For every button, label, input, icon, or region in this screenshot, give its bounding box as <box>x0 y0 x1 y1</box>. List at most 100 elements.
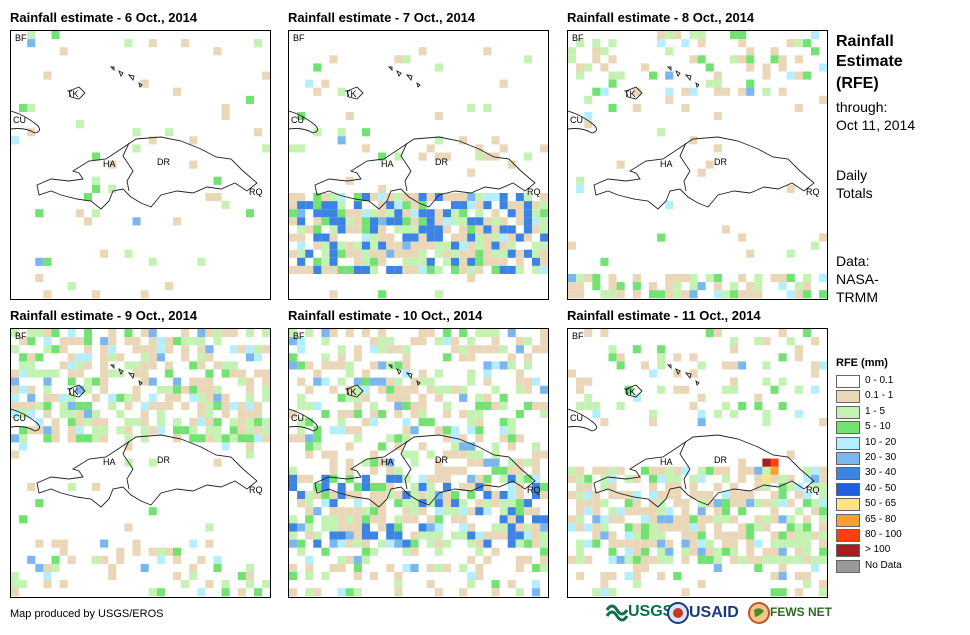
rainfall-cell <box>794 482 803 491</box>
rainfall-cell <box>697 499 706 508</box>
rainfall-cell <box>730 31 739 40</box>
rainfall-cell <box>697 418 706 427</box>
rainfall-cell <box>475 152 484 161</box>
rainfall-cell <box>75 418 84 427</box>
rainfall-cell <box>819 555 827 564</box>
rainfall-cell <box>297 225 306 234</box>
rainfall-cell <box>657 353 666 362</box>
rainfall-cell <box>697 547 706 556</box>
bahamas-outline <box>666 66 700 88</box>
rainfall-cell <box>483 217 492 226</box>
rainfall-cell <box>418 531 427 540</box>
rainfall-cell <box>507 458 516 467</box>
rainfall-cell <box>657 361 666 370</box>
rainfall-cell <box>584 329 593 338</box>
map-label-bf: BF <box>293 331 305 341</box>
rainfall-cell <box>289 265 298 274</box>
rainfall-cell <box>507 249 516 258</box>
panel-title-oct9: Rainfall estimate - 9 Oct., 2014 <box>10 308 198 323</box>
rainfall-cell <box>59 539 68 548</box>
rainfall-cell <box>689 482 698 491</box>
legend-label: 10 - 20 <box>865 436 897 448</box>
rainfall-cell <box>337 482 346 491</box>
rainfall-cell <box>353 217 362 226</box>
map-panel-oct6: BF TK CU HA DR RQ <box>10 30 271 300</box>
rainfall-cell <box>491 233 500 242</box>
rainfall-cell <box>819 290 827 299</box>
rainfall-cell <box>100 434 109 443</box>
rainfall-cell <box>540 144 548 153</box>
rainfall-cell <box>616 71 625 80</box>
rainfall-cell <box>426 144 435 153</box>
rainfall-cell <box>499 257 508 266</box>
rainfall-cell <box>140 329 149 338</box>
rainfall-cell <box>329 539 338 548</box>
rainfall-cell <box>689 474 698 483</box>
rainfall-cell <box>600 87 609 96</box>
rainfall-cell <box>762 410 771 419</box>
rainfall-cell <box>442 241 451 250</box>
rainfall-cell <box>657 128 666 137</box>
rainfall-cell <box>313 434 322 443</box>
rainfall-cell <box>67 418 76 427</box>
rainfall-cell <box>164 337 173 346</box>
rainfall-cell <box>576 385 585 394</box>
rainfall-cell <box>221 201 230 210</box>
rainfall-cell <box>197 410 206 419</box>
rainfall-cell <box>713 112 722 121</box>
rainfall-cell <box>434 241 443 250</box>
rainfall-cell <box>600 499 609 508</box>
rainfall-cell <box>811 241 820 250</box>
rainfall-cell <box>313 225 322 234</box>
rainfall-cell <box>467 531 476 540</box>
rainfall-cell <box>11 580 20 589</box>
rainfall-cell <box>467 555 476 564</box>
rainfall-cell <box>713 274 722 283</box>
rainfall-cell <box>329 531 338 540</box>
rainfall-cell <box>649 410 658 419</box>
map-label-ha: HA <box>103 457 116 467</box>
rainfall-cell <box>665 482 674 491</box>
cuba-outline <box>568 110 597 134</box>
rainfall-cell <box>213 385 222 394</box>
rainfall-cell <box>418 193 427 202</box>
rainfall-cell <box>434 233 443 242</box>
rainfall-cell <box>173 377 182 386</box>
rainfall-cell <box>600 523 609 532</box>
rainfall-cell <box>632 555 641 564</box>
turks-caicos-outline <box>68 86 86 100</box>
rainfall-cell <box>540 531 548 540</box>
rainfall-cell <box>321 201 330 210</box>
rainfall-cell <box>229 329 238 338</box>
rainfall-cell <box>592 466 601 475</box>
rainfall-cell <box>434 458 443 467</box>
rainfall-cell <box>418 401 427 410</box>
rainfall-cell <box>632 87 641 96</box>
rainfall-cell <box>11 329 20 338</box>
rainfall-cell <box>297 201 306 210</box>
rainfall-cell <box>173 87 182 96</box>
rainfall-cell <box>475 547 484 556</box>
rainfall-cell <box>762 361 771 370</box>
rainfall-cell <box>721 547 730 556</box>
rainfall-cell <box>394 55 403 64</box>
rainfall-cell <box>394 434 403 443</box>
rainfall-cell <box>418 47 427 56</box>
rainfall-cell <box>649 491 658 500</box>
rainfall-cell <box>394 588 403 597</box>
rainfall-cell <box>451 491 460 500</box>
rainfall-cell <box>576 491 585 500</box>
rainfall-cell <box>467 491 476 500</box>
rainfall-cell <box>600 588 609 597</box>
rainfall-cell <box>730 555 739 564</box>
rainfall-cell <box>345 329 354 338</box>
rainfall-cell <box>337 353 346 362</box>
rainfall-cell <box>329 257 338 266</box>
rainfall-cell <box>697 580 706 589</box>
rainfall-cell <box>353 393 362 402</box>
rainfall-cell <box>386 385 395 394</box>
rainfall-cell <box>434 290 443 299</box>
rainfall-cell <box>523 361 532 370</box>
rainfall-cell <box>353 572 362 581</box>
rainfall-cell <box>778 274 787 283</box>
